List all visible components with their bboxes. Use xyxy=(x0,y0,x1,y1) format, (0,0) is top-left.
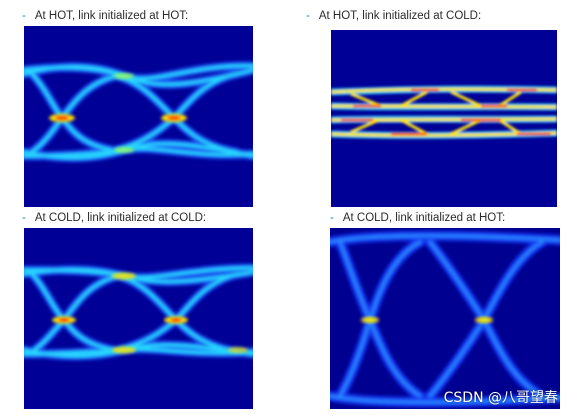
watermark: CSDN @八哥望春 xyxy=(443,390,558,406)
eye-diagram-hot-hot xyxy=(24,26,253,207)
caption-marker: - xyxy=(306,10,310,22)
eye-diagram-plot xyxy=(331,85,557,139)
eye-diagram-cold-hot xyxy=(330,228,560,409)
caption-marker: - xyxy=(22,212,26,224)
caption-top-left: - At HOT, link initialized at HOT: xyxy=(22,9,188,23)
caption-bottom-left: - At COLD, link initialized at COLD: xyxy=(22,211,206,225)
caption-text: At HOT, link initialized at COLD: xyxy=(318,10,482,22)
caption-marker: - xyxy=(22,10,26,22)
caption-text: At COLD, link initialized at HOT: xyxy=(342,212,506,224)
caption-text: At COLD, link initialized at COLD: xyxy=(34,212,207,224)
caption-text: At HOT, link initialized at HOT: xyxy=(34,10,189,22)
eye-diagram-plot xyxy=(24,263,253,361)
caption-top-right: - At HOT, link initialized at COLD: xyxy=(306,9,481,23)
eye-diagram-plot xyxy=(24,61,253,163)
eye-diagram-cold-cold xyxy=(24,228,253,409)
eye-diagram-hot-cold xyxy=(331,30,557,207)
caption-bottom-right: - At COLD, link initialized at HOT: xyxy=(330,211,505,225)
eye-diagram-plot xyxy=(330,230,560,408)
caption-marker: - xyxy=(330,212,334,224)
